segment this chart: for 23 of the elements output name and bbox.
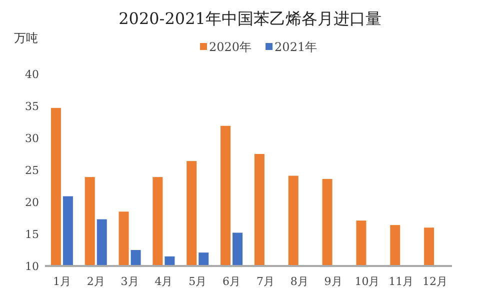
- y-tick-label: 35: [25, 100, 39, 113]
- x-tick-label: 2月: [86, 275, 105, 288]
- x-tick-label: 5月: [188, 275, 207, 288]
- y-tick-label: 25: [25, 164, 39, 177]
- y-tick-label: 40: [25, 68, 39, 81]
- x-tick-label: 10月: [354, 275, 380, 288]
- y-tick-label: 10: [25, 260, 39, 273]
- y-tick-label: 30: [25, 132, 39, 145]
- chart-title: 2020-2021年中国苯乙烯各月进口量: [118, 9, 382, 28]
- legend-label: 2021年: [274, 40, 318, 54]
- legend-label: 2020年: [209, 40, 252, 54]
- x-tick-label: 4月: [154, 275, 173, 288]
- x-tick-label: 9月: [324, 275, 342, 288]
- x-tick-label: 12月: [422, 275, 448, 288]
- x-tick-label: 11月: [388, 275, 414, 288]
- x-tick-label: 8月: [290, 275, 308, 288]
- y-tick-label: 15: [25, 228, 39, 241]
- x-tick-label: 1月: [52, 275, 71, 288]
- x-tick-label: 3月: [120, 275, 139, 288]
- x-tick-label: 6月: [222, 275, 241, 288]
- y-tick-label: 20: [25, 196, 39, 209]
- x-tick-label: 7月: [256, 275, 274, 288]
- y-axis-title: 万吨: [14, 31, 38, 45]
